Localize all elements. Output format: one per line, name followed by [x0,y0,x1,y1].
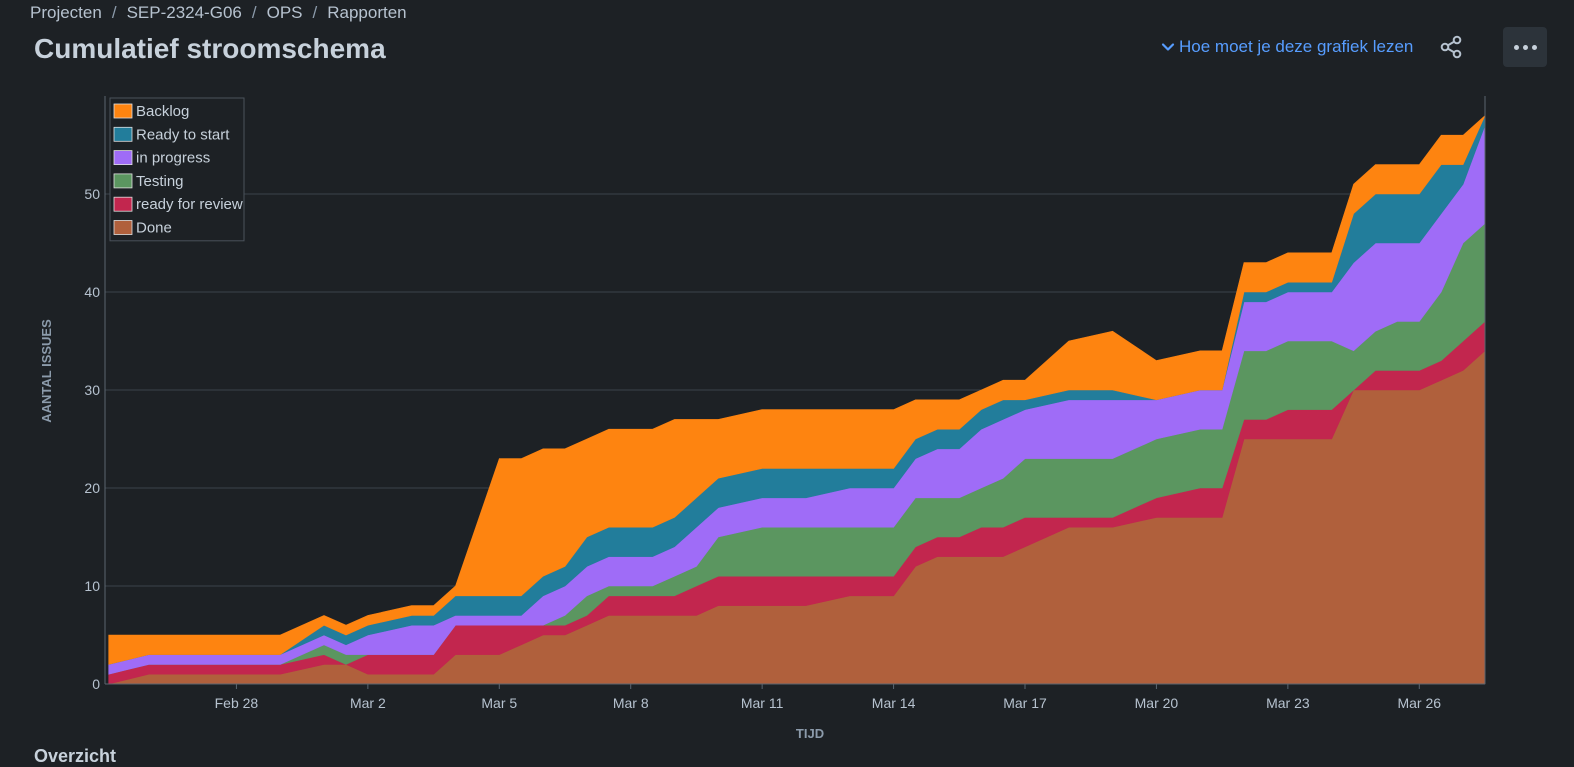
legend-label-ready-to-start[interactable]: Ready to start [136,126,230,143]
share-icon [1440,35,1462,59]
axis-layer: 0 10 20 30 40 50 Feb 28 Mar 2 Mar 5 Mar 8 Mar 11 Ma… [84,96,1486,711]
legend-swatch-backlog [113,103,133,119]
x-tick-label: Mar 5 [481,695,517,711]
legend-label-testing[interactable]: Testing [136,173,184,190]
legend-swatch-ready-to-start [113,126,133,142]
more-icon [1531,44,1537,50]
chart-legend: Backlog Ready to start in progress Testing r… [109,97,245,242]
legend-label-done[interactable]: Done [136,220,172,237]
x-tick-label: Mar 23 [1266,695,1310,711]
x-tick-label: Mar 2 [350,695,386,711]
legend-label-backlog[interactable]: Backlog [136,103,189,120]
help-link-label: Hoe moet je deze grafiek lezen [1179,37,1414,56]
overview-section-title: Overzicht [34,746,117,766]
y-tick-label: 20 [84,480,100,496]
x-tick-label: Mar 20 [1135,695,1179,711]
x-tick-label: Mar 8 [613,695,649,711]
y-tick-label: 0 [92,676,100,692]
legend-box [109,97,245,242]
y-tick-label: 50 [84,186,100,202]
y-tick-label: 30 [84,382,100,398]
legend-swatch-done [113,220,133,235]
area-layer [108,115,1486,685]
legend-swatch-testing [113,173,133,189]
more-icon [1513,44,1519,50]
breadcrumb-separator: / [251,3,257,22]
breadcrumb-separator: / [111,3,117,22]
legend-label-in-progress[interactable]: in progress [136,150,210,167]
x-tick-label: Feb 28 [215,695,259,711]
more-button[interactable] [1503,27,1547,67]
breadcrumb-project[interactable]: SEP-2324-G06 [126,3,242,22]
breadcrumb-separator: / [312,3,318,22]
x-tick-label: Mar 11 [741,695,784,711]
x-tick-label: Mar 26 [1397,695,1441,711]
breadcrumb-board[interactable]: OPS [266,3,303,22]
x-axis-label: TIJD [796,726,824,741]
legend-swatch-in-progress [113,150,133,166]
y-axis-label: AANTAL ISSUES [39,319,54,423]
breadcrumb-projecten[interactable]: Projecten [30,3,102,22]
help-link[interactable]: Hoe moet je deze grafiek lezen [1160,37,1413,57]
breadcrumb: Projecten / SEP-2324-G06 / OPS / Rapporten [30,3,407,23]
legend-label-ready-for-review[interactable]: ready for review [136,196,243,213]
chevron-down-icon [1161,43,1175,51]
more-icon [1522,44,1528,50]
share-button[interactable] [1436,32,1466,62]
legend-swatch-ready-for-review [113,196,133,212]
y-tick-label: 10 [84,578,100,594]
breadcrumb-rapporten[interactable]: Rapporten [327,3,407,22]
x-tick-label: Mar 14 [872,695,916,711]
area-backlog [108,115,1486,665]
x-tick-label: Mar 17 [1003,695,1047,711]
y-tick-label: 40 [84,284,100,300]
cumulative-flow-chart: 0 10 20 30 40 50 Feb 28 Mar 2 Mar 5 Mar 8 Mar 11 Ma… [39,96,1486,741]
page-title: Cumulatief stroomschema [34,33,386,64]
